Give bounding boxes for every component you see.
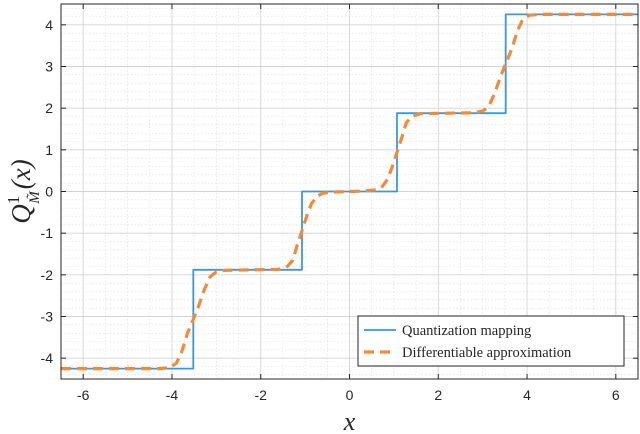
axis-ticks	[61, 4, 638, 379]
y-tick-label: -2	[41, 267, 54, 283]
x-tick-label: -6	[77, 387, 90, 403]
y-tick-label: 0	[45, 184, 53, 200]
x-tick-label: 4	[523, 387, 531, 403]
y-label-arg: (x)	[6, 159, 36, 189]
x-tick-label: -2	[255, 387, 268, 403]
y-label-sub: M̃	[27, 190, 43, 205]
x-tick-label: 0	[346, 387, 354, 403]
legend-box	[357, 315, 625, 367]
legend: Quantization mapping Differentiable appr…	[357, 315, 625, 367]
x-tick-label: -4	[166, 387, 179, 403]
series-differentiable-approximation	[61, 12, 638, 371]
svg-text:Q1M̃(x): Q1 M̃(x)	[4, 159, 43, 223]
y-tick-label: 1	[45, 142, 53, 158]
y-tick-label: -4	[41, 350, 54, 366]
x-tick-label: 2	[434, 387, 442, 403]
y-label-main: Q	[6, 204, 36, 224]
legend-label-quantization: Quantization mapping	[402, 323, 531, 339]
y-label-sup: 1	[4, 196, 23, 205]
x-tick-label: 6	[612, 387, 620, 403]
y-tick-label: 2	[45, 100, 53, 116]
y-tick-label: 3	[45, 59, 53, 75]
major-grid	[61, 4, 638, 379]
y-axis-label: Q1 M̃(x)	[4, 159, 43, 223]
x-axis-label: x	[343, 407, 356, 434]
y-tick-label: 4	[45, 17, 53, 33]
y-tick-label: -3	[41, 309, 54, 325]
plot-lines	[61, 12, 638, 371]
y-tick-label: -1	[41, 225, 54, 241]
tick-labels: -6 -4 -2 0 2 4 6 -4 -3 -2 -1 0 1 2 3 4	[41, 17, 620, 403]
legend-label-approximation: Differentiable approximation	[402, 345, 572, 361]
